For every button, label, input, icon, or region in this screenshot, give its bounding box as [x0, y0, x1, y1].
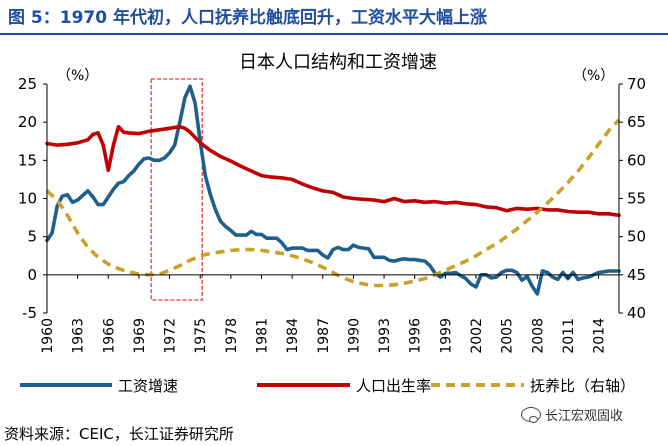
watermark: 长江宏观固收	[521, 405, 623, 424]
series-line-2	[45, 124, 621, 218]
series-line-3	[45, 118, 621, 288]
x-tick-label: 1978	[224, 318, 240, 354]
x-tick-label: 1990	[346, 318, 362, 354]
left-tick-label: 20	[18, 113, 37, 131]
x-tick-label: 1987	[316, 318, 332, 354]
watermark-text: 长江宏观固收	[545, 409, 624, 424]
right-tick-label: 55	[627, 190, 646, 208]
legend-label-3: 抚养比（右轴）	[530, 377, 635, 395]
figure-title: 图 5：1970 年代初，人口抚养比触底回升，工资水平大幅上涨	[8, 8, 487, 28]
legend-label-2: 人口出生率	[356, 377, 431, 395]
x-tick-label: 1993	[377, 318, 393, 354]
x-tick-label: 2014	[592, 318, 608, 354]
title-divider	[0, 33, 668, 35]
left-tick-label: 0	[27, 266, 37, 284]
x-tick-label: 1996	[408, 318, 424, 354]
x-tick-label: 1960	[40, 318, 56, 354]
x-tick-label: 1972	[163, 318, 179, 354]
right-axis-unit: （%）	[573, 68, 614, 84]
right-tick-label: 60	[627, 151, 646, 169]
left-tick-label: 10	[18, 190, 37, 208]
right-tick-label: 70	[627, 75, 646, 93]
x-tick-label: 2002	[469, 318, 485, 354]
x-tick-label: 1975	[193, 318, 209, 354]
left-tick-label: 25	[18, 75, 37, 93]
x-tick-label: 1981	[255, 318, 271, 354]
right-tick-label: 45	[627, 266, 646, 284]
x-tick-label: 1966	[101, 318, 117, 354]
x-tick-label: 2005	[500, 318, 516, 354]
x-tick-label: 1999	[438, 318, 454, 354]
x-tick-label: 1969	[132, 318, 148, 354]
left-tick-label: 5	[27, 228, 37, 246]
x-tick-label: 1963	[71, 318, 87, 354]
series-line-1	[45, 84, 621, 296]
right-tick-label: 40	[627, 304, 646, 322]
x-tick-label: 2011	[561, 318, 577, 354]
left-axis-unit: （%）	[57, 68, 98, 84]
legend-label-1: 工资增速	[118, 377, 178, 395]
right-tick-label: 50	[627, 228, 646, 246]
source-note: 资料来源：CEIC，长江证券研究所	[4, 425, 234, 443]
x-tick-label: 2008	[530, 318, 546, 354]
wechat-icon	[521, 407, 541, 423]
chart-title: 日本人口结构和工资增速	[239, 52, 437, 73]
left-tick-label: 15	[18, 151, 37, 169]
left-tick-label: -5	[22, 304, 37, 322]
x-tick-label: 1984	[285, 318, 301, 354]
right-tick-label: 65	[627, 113, 646, 131]
highlight-box	[150, 78, 203, 301]
